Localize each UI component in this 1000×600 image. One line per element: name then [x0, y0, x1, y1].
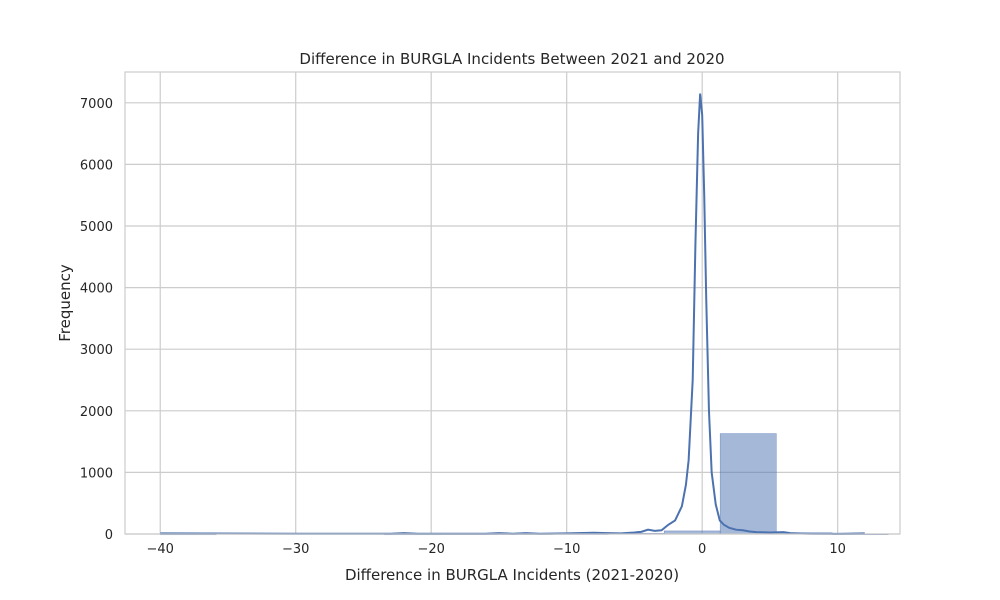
x-tick-label: −30 — [282, 542, 309, 557]
y-tick-label: 6000 — [80, 158, 113, 173]
y-tick-label: 4000 — [80, 282, 113, 297]
y-gridlines — [125, 102, 900, 535]
x-tick-label: 10 — [829, 542, 846, 557]
x-tick-label: 0 — [698, 542, 706, 557]
histogram-bar — [719, 433, 777, 535]
x-tick-labels: −40 −30 −20 −10 0 10 — [147, 542, 846, 557]
x-tick-label: −20 — [417, 542, 444, 557]
y-tick-label: 5000 — [80, 220, 113, 235]
x-tick-label: −40 — [147, 542, 174, 557]
y-tick-label: 7000 — [80, 97, 113, 112]
axes-frame — [124, 71, 901, 535]
y-axis-title: Frequency — [56, 264, 74, 342]
y-tick-label: 0 — [105, 528, 113, 543]
chart-title: Difference in BURGLA Incidents Between 2… — [299, 50, 724, 68]
y-tick-label: 3000 — [80, 343, 113, 358]
kde-line — [160, 93, 865, 535]
y-tick-label: 2000 — [80, 405, 113, 420]
y-tick-labels: 0 1000 2000 3000 4000 5000 6000 7000 — [80, 97, 113, 543]
x-axis-title: Difference in BURGLA Incidents (2021-202… — [345, 566, 679, 584]
x-tick-label: −10 — [553, 542, 580, 557]
y-tick-label: 1000 — [80, 466, 113, 481]
